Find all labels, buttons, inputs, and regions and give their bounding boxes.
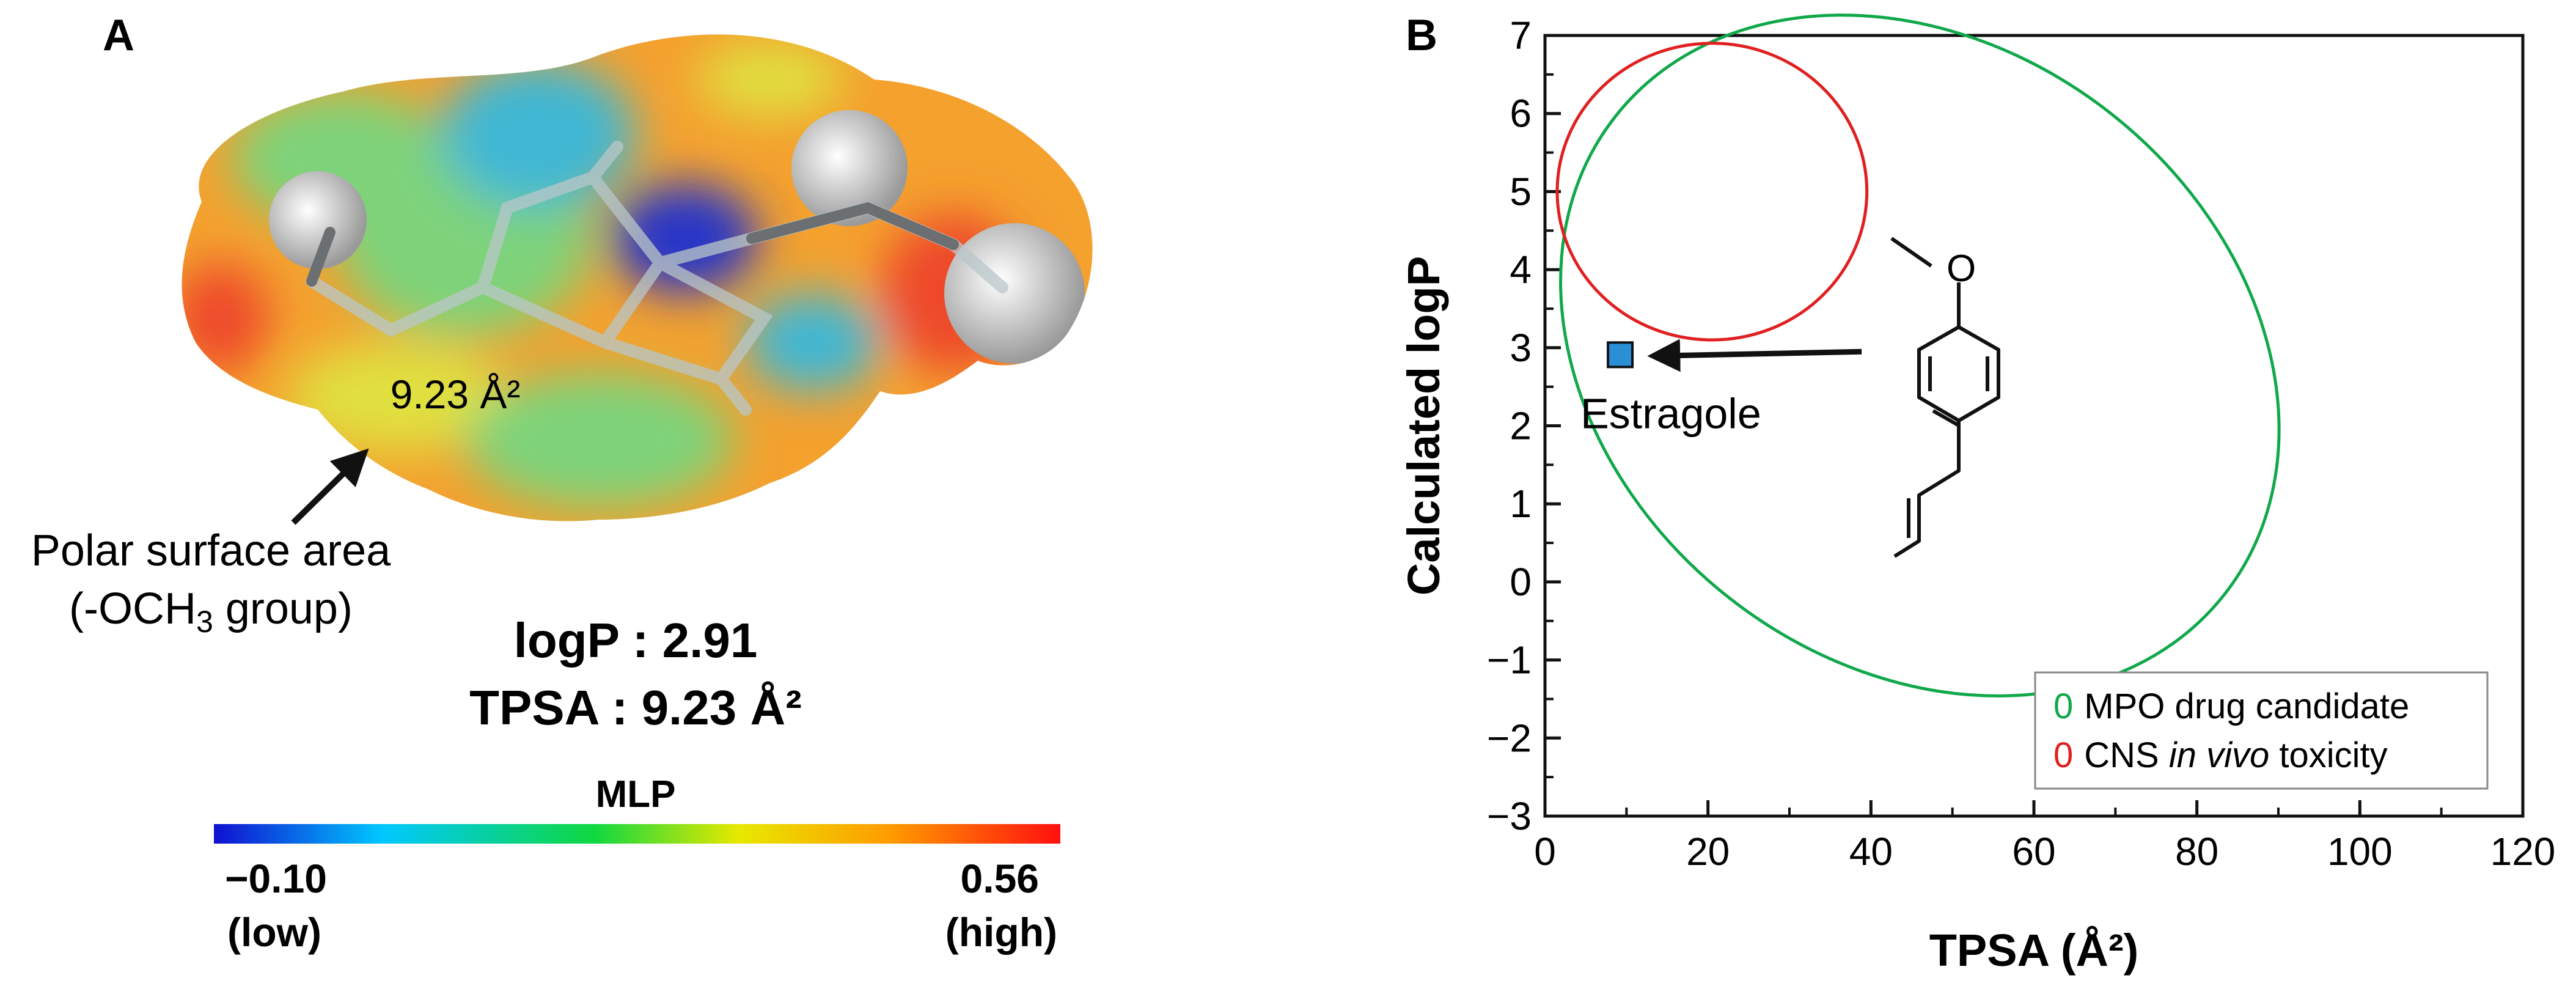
legend-entry-cns: 0 CNS in vivo toxicity xyxy=(2053,735,2388,775)
y-tick-label: 2 xyxy=(1510,404,1532,448)
psa-caption-post: group) xyxy=(213,584,353,633)
surface-patch-yellow-2 xyxy=(697,43,843,116)
y-tick-label: 6 xyxy=(1510,92,1532,136)
surface-patch-cyan-2 xyxy=(746,293,880,391)
y-tick-label: −3 xyxy=(1487,794,1532,838)
colorbar-min-word: (low) xyxy=(227,910,321,955)
legend-symbol-cns: 0 xyxy=(2053,735,2073,775)
x-tick-label: 80 xyxy=(2175,830,2218,874)
colorbar xyxy=(214,824,1060,844)
x-tick-label: 120 xyxy=(2490,830,2556,874)
y-tick-label: −1 xyxy=(1487,638,1532,682)
surface-hole xyxy=(269,171,367,269)
y-tick-label: 4 xyxy=(1510,248,1532,292)
panel-b: B 0 20 40 60 80 100 120 −3 −2 −1 0 1 2 3 4 5 6 7 TPSA (Å… xyxy=(1398,11,2555,976)
y-tick-label: −2 xyxy=(1487,716,1532,760)
x-tick-label: 100 xyxy=(2327,830,2393,874)
x-tick-label: 60 xyxy=(2012,830,2055,874)
x-ticks: 0 20 40 60 80 100 120 xyxy=(1534,800,2555,874)
y-axis-label: Calculated logP xyxy=(1398,256,1449,595)
colorbar-max-word: (high) xyxy=(945,910,1057,955)
x-tick-label: 20 xyxy=(1686,830,1730,874)
estragole-structure xyxy=(1890,237,2000,558)
legend-label-cns-pre: CNS xyxy=(2084,735,2169,775)
legend-label-cns-italic: in vivo xyxy=(2169,735,2269,775)
cns-region-ellipse xyxy=(1555,42,1869,342)
y-ticks: −3 −2 −1 0 1 2 3 4 5 6 7 xyxy=(1487,13,1561,838)
psa-caption-pre: (-OCH xyxy=(69,584,196,633)
legend-entry-mpo: 0 MPO drug candidate xyxy=(2053,687,2409,726)
surface-patch-yellow xyxy=(287,342,507,452)
molecular-surface xyxy=(182,34,1093,521)
colorbar-title: MLP xyxy=(596,773,676,815)
psa-caption-line2: (-OCH3 group) xyxy=(69,584,353,639)
panel-a: A xyxy=(31,11,1093,955)
surface-patch-cyan xyxy=(440,61,636,208)
legend-symbol-mpo: 0 xyxy=(2053,687,2073,726)
legend-label-mpo: MPO drug candidate xyxy=(2084,687,2409,726)
colorbar-min-value: −0.10 xyxy=(225,856,327,901)
psa-caption-line1: Polar surface area xyxy=(31,526,391,575)
compound-arrow xyxy=(1647,339,1862,372)
surface-patch-blue xyxy=(611,183,758,293)
legend: 0 MPO drug candidate 0 CNS in vivo toxicit… xyxy=(2034,671,2489,790)
psa-arrow xyxy=(291,448,369,525)
legend-label-cns-post: toxicity xyxy=(2269,735,2387,775)
surface-hole xyxy=(791,110,908,226)
structure-allyl-chain xyxy=(1893,421,1961,558)
tpsa-text: TPSA : 9.23 Å² xyxy=(469,680,802,735)
structure-oxygen-label: O xyxy=(1947,248,1976,290)
x-tick-label: 40 xyxy=(1849,830,1893,874)
surface-patch-red-2 xyxy=(182,263,269,373)
panel-b-label: B xyxy=(1406,11,1437,60)
regions xyxy=(1555,13,2281,698)
points xyxy=(1607,341,1634,369)
mpo-region-ellipse xyxy=(1559,13,2281,698)
y-tick-label: 5 xyxy=(1510,169,1532,213)
y-tick-label: 1 xyxy=(1510,482,1532,526)
chart-plot: 0 20 40 60 80 100 120 −3 −2 −1 0 1 2 3 4 5 6 7 xyxy=(1487,13,2555,874)
x-tick-label: 0 xyxy=(1534,830,1556,874)
structure-ring-double xyxy=(1928,356,1989,427)
psa-value-label: 9.23 Å² xyxy=(391,372,521,417)
y-tick-label: 3 xyxy=(1510,326,1532,370)
stick-model xyxy=(306,141,1008,416)
compound-name-label: Estragole xyxy=(1580,389,1761,437)
data-point-estragole xyxy=(1607,341,1634,369)
y-tick-label: 7 xyxy=(1510,13,1532,57)
colorbar-max-value: 0.56 xyxy=(961,856,1039,901)
structure-methyl-bond xyxy=(1890,237,1932,268)
surface-patch-green-2 xyxy=(464,373,733,507)
logp-text: logP : 2.91 xyxy=(514,613,758,668)
psa-caption-sub: 3 xyxy=(196,605,213,639)
legend-box xyxy=(2034,671,2489,790)
x-axis-label: TPSA (Å²) xyxy=(1929,925,2139,976)
surface-hole xyxy=(944,223,1085,364)
y-tick-label: 0 xyxy=(1510,560,1532,604)
panel-a-label: A xyxy=(103,11,134,60)
